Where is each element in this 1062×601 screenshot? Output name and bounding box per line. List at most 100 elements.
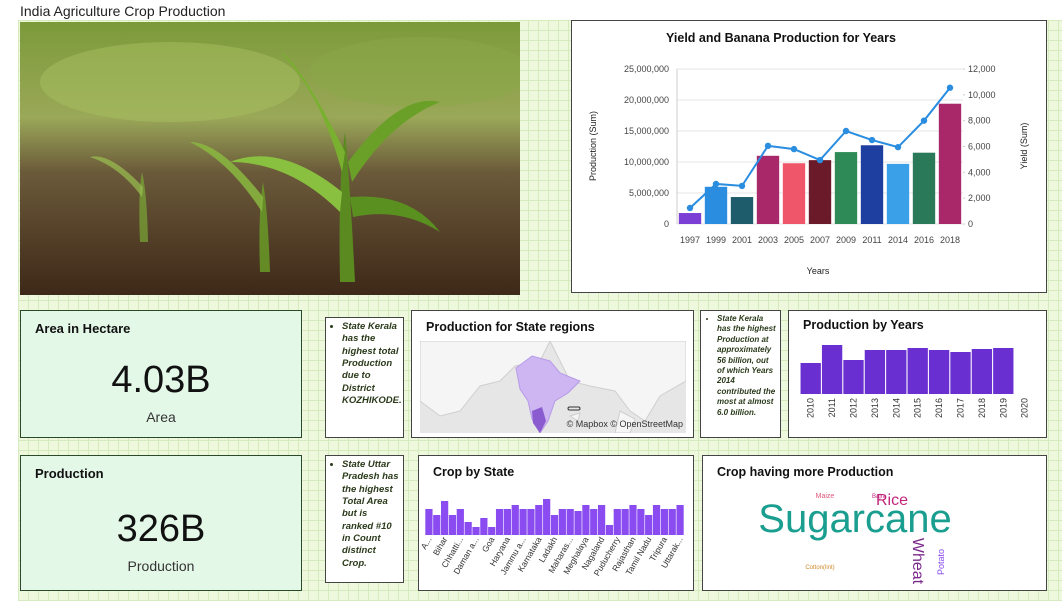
y-tick-label: 25,000,000 [624, 64, 669, 74]
point [686, 204, 694, 212]
bar [843, 360, 864, 394]
bar-chart: 2010 2011 2012 2013 2014 2015 2016 2017 2018 2019… [800, 345, 1030, 418]
bar [678, 213, 702, 224]
bar [582, 505, 590, 535]
y-tick-label: 10,000,000 [624, 157, 669, 167]
bar [645, 515, 653, 535]
bar [629, 505, 637, 535]
x-tick-label: 2016 [934, 398, 944, 418]
x-tick-label: 2016 [914, 235, 934, 245]
point [920, 117, 928, 124]
y2-tick-label: 10,000 [968, 90, 996, 100]
bar [860, 145, 884, 224]
bar [621, 509, 629, 535]
bar [676, 505, 684, 535]
bar [660, 509, 668, 535]
bar [730, 197, 754, 224]
point [868, 136, 876, 144]
y-tick-label: 0 [664, 219, 669, 229]
point [738, 182, 746, 190]
x-tick-label: 2019 [998, 398, 1008, 418]
point [946, 84, 954, 91]
point [764, 142, 772, 150]
bar [464, 522, 472, 535]
point [790, 145, 798, 153]
card-value: 4.03B [111, 359, 211, 401]
bar [535, 505, 543, 535]
insight-note: State Kerala has the highest Production … [700, 310, 781, 438]
card-label: Production [35, 466, 104, 481]
chart-title: Crop by State [433, 465, 515, 479]
bar [950, 352, 971, 394]
bar [907, 348, 928, 394]
combo-chart: Yield and Banana Production for Years 0 5,… [588, 31, 1029, 276]
bar [886, 350, 907, 394]
note-text: State Uttar Pradesh has the highest Tota… [342, 459, 399, 570]
y-tick-label: 5,000,000 [629, 188, 669, 198]
bar [821, 345, 843, 394]
bar [886, 163, 910, 224]
production-by-years-panel: Production by Years 2010 2011 2012 2013 2014… [788, 310, 1047, 438]
point [894, 143, 902, 151]
note-text: State Kerala has the highest total Produ… [342, 321, 402, 407]
map-title: Production for State regions [426, 320, 595, 334]
word: Maize [816, 493, 835, 500]
map-panel: Production for State regions © Mapbox © … [411, 310, 694, 438]
bar [605, 525, 614, 535]
x-tick-label: 2001 [732, 235, 752, 245]
bar [527, 509, 535, 535]
y-axis-label: Production (Sum) [588, 111, 598, 181]
note-text: State Kerala has the highest Production … [717, 314, 776, 418]
bar [480, 518, 488, 535]
bar [782, 163, 806, 224]
bar [808, 160, 832, 224]
bar [543, 499, 551, 535]
bar [425, 509, 433, 535]
bar [993, 348, 1014, 394]
y-tick-label: 15,000,000 [624, 126, 669, 136]
bar [613, 509, 621, 535]
x-tick-label: 2011 [827, 398, 837, 417]
crop-by-state-panel: Crop by State A... Bihar Chhatti... Daman a… [418, 455, 694, 591]
bar [864, 350, 886, 394]
bar [590, 509, 598, 535]
bar [488, 527, 496, 535]
x-tick-label: 2011 [862, 235, 881, 245]
bar [566, 509, 574, 535]
x-tick-label: 2017 [956, 398, 966, 418]
x-tick-label: 1997 [680, 235, 700, 245]
area-card: Area in Hectare 4.03B Area [20, 310, 302, 438]
map-attribution: © Mapbox © OpenStreetMap [566, 419, 683, 429]
word: Sugarcane [758, 497, 951, 541]
x-tick-label: 2018 [940, 235, 960, 245]
y2-tick-label: 0 [968, 219, 973, 229]
bar [971, 349, 993, 394]
bar [637, 509, 645, 535]
card-caption: Area [146, 409, 176, 425]
word: Rice [876, 492, 908, 509]
bar [472, 527, 480, 535]
x-tick-label: 1999 [706, 235, 726, 245]
wordcloud-panel: Crop having more Production Sugarcane Ric… [702, 455, 1047, 591]
x-tick-label: 2009 [836, 235, 856, 245]
x-tick-label: 2018 [977, 398, 987, 418]
y2-tick-label: 2,000 [968, 193, 991, 203]
combo-chart-panel: Yield and Banana Production for Years 0 5,… [571, 20, 1047, 293]
bar [558, 509, 566, 535]
x-tick-label: 2014 [891, 398, 901, 418]
y2-tick-label: 6,000 [968, 142, 991, 152]
bar [456, 509, 464, 535]
bar [668, 509, 676, 535]
bar [834, 152, 858, 224]
card-caption: Production [127, 558, 195, 574]
y-tick-label: 20,000,000 [624, 95, 669, 105]
map [420, 341, 686, 433]
x-tick-label: 2015 [913, 398, 923, 418]
chart-title: Production by Years [803, 318, 924, 332]
bar [928, 350, 950, 394]
card-value: 326B [116, 508, 206, 550]
x-tick-label: 2020 [1020, 398, 1030, 418]
